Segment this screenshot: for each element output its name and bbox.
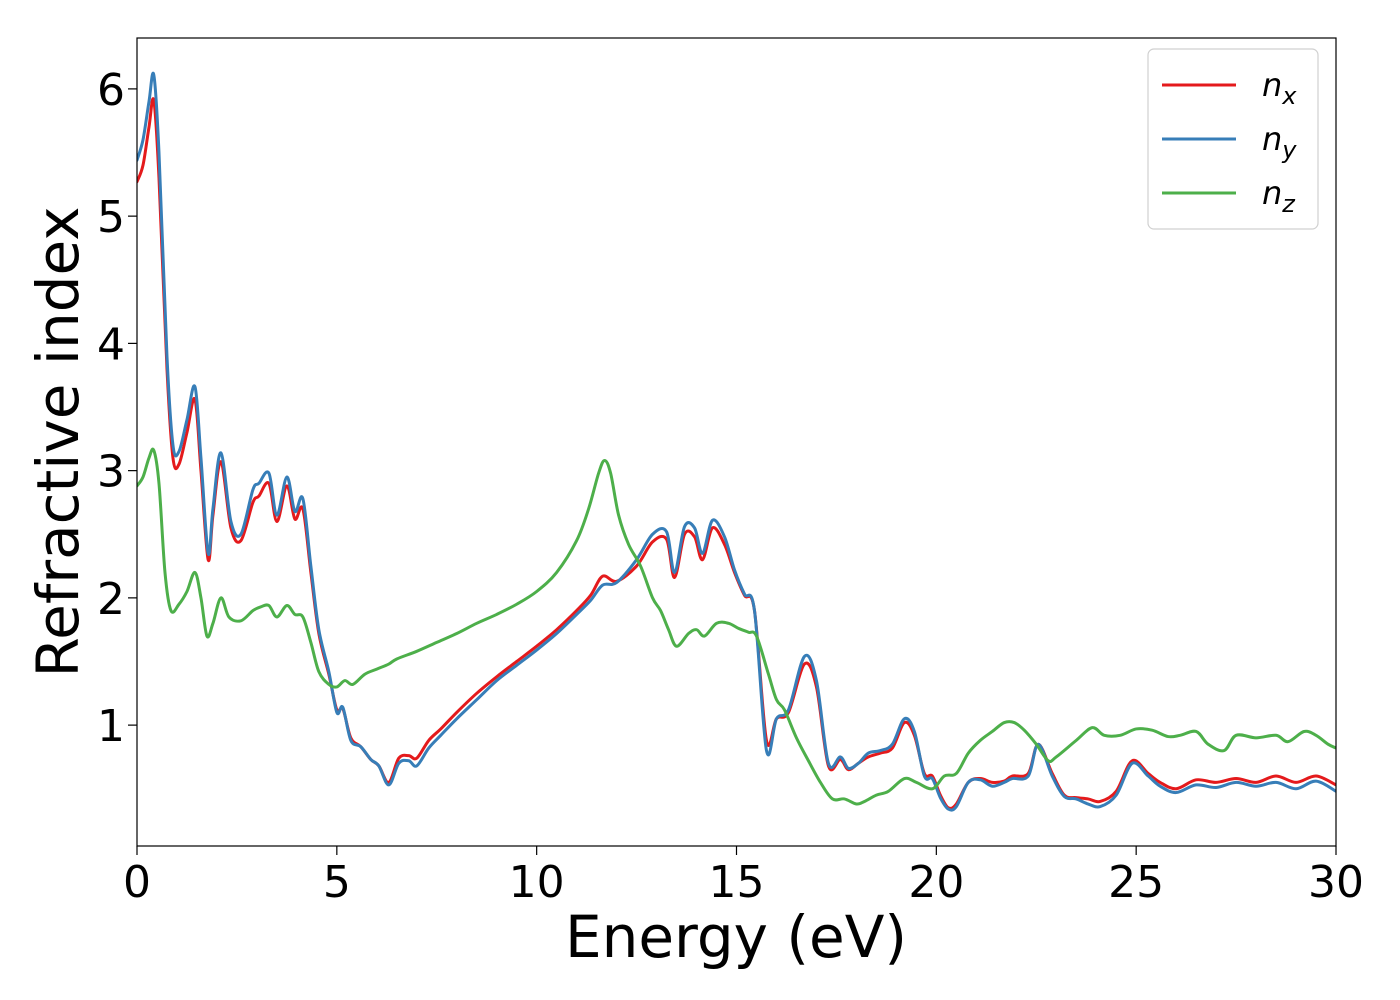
x-tick-label: 5 [323, 857, 351, 908]
legend-label-n-z: nz [1262, 174, 1296, 218]
y-tick-label: 6 [97, 65, 125, 116]
y-axis: 1 2 3 4 5 6 [97, 65, 137, 752]
series-line-n-z [137, 447, 1336, 806]
x-tick-label: 15 [709, 857, 765, 908]
x-tick-label: 0 [123, 857, 151, 908]
x-tick-label: 25 [1108, 857, 1164, 908]
y-tick-label: 1 [97, 701, 125, 752]
y-axis-title: Refractive index [24, 206, 92, 677]
series-layer [137, 71, 1336, 812]
x-tick-label: 20 [908, 857, 964, 908]
x-tick-label: 10 [509, 857, 565, 908]
y-tick-label: 3 [97, 447, 125, 498]
x-tick-label: 30 [1308, 857, 1364, 908]
legend-label-n-x: nx [1262, 66, 1297, 110]
legend-label-n-y: ny [1262, 120, 1297, 164]
x-axis-title: Energy (eV) [565, 903, 907, 971]
y-tick-label: 4 [97, 319, 125, 370]
x-axis: 0 5 10 15 20 25 30 [123, 846, 1364, 908]
y-tick-label: 2 [97, 574, 125, 625]
y-tick-label: 5 [97, 192, 125, 243]
legend: nx ny nz [1147, 48, 1319, 230]
